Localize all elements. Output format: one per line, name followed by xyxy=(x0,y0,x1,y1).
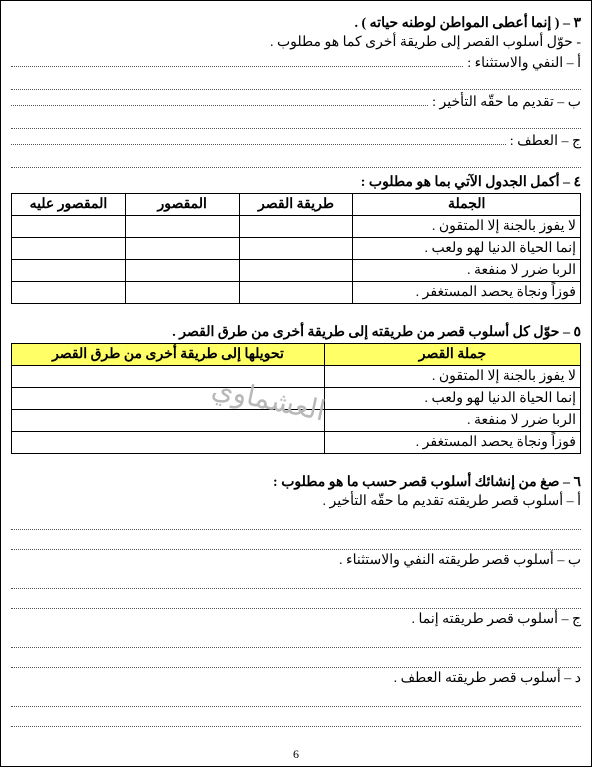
table-row: فوزاً ونجاة يحصد المستغفر . xyxy=(12,282,581,304)
cell-sentence: لا يفوز بالجنة إلا المتقون . xyxy=(353,216,581,238)
q4-col-maqsur: المقصور xyxy=(125,194,239,216)
page-number: 6 xyxy=(293,747,299,762)
q3-b-label: ب – تقديم ما حقّه التأخير : xyxy=(432,94,581,111)
q3-a-label: أ – النفي والاستثناء : xyxy=(467,55,581,72)
q3-b-row: ب – تقديم ما حقّه التأخير : xyxy=(11,92,581,111)
answer-blank[interactable] xyxy=(11,53,463,67)
answer-blank[interactable] xyxy=(11,591,581,609)
table-row: لا يفوز بالجنة إلا المتقون . xyxy=(12,216,581,238)
answer-blank[interactable] xyxy=(11,709,581,727)
cell-sentence: فوزاً ونجاة يحصد المستغفر . xyxy=(353,282,581,304)
q4-table: الجملة طريقة القصر المقصور المقصور عليه … xyxy=(11,193,581,304)
table-row: الربا ضرر لا منفعة . xyxy=(12,410,581,432)
q5-title: ٥ – حوّل كل أسلوب قصر من طريقته إلى طريق… xyxy=(11,324,581,341)
q3-instruction: - حوّل أسلوب القصر إلى طريقة أخرى كما هو… xyxy=(11,34,581,51)
q5-col-sentence: جملة القصر xyxy=(324,344,580,366)
q6-d-label: د – أسلوب قصر طريقته العطف . xyxy=(11,670,581,687)
q6-a-label: أ – أسلوب قصر طريقته تقديم ما حقّه التأخ… xyxy=(11,493,581,510)
cell-blank[interactable] xyxy=(12,432,325,454)
q5-header-row: جملة القصر تحويلها إلى طريقة أخرى من طرق… xyxy=(12,344,581,366)
q4-col-sentence: الجملة xyxy=(353,194,581,216)
table-row: فوزاً ونجاة يحصد المستغفر . xyxy=(12,432,581,454)
cell-blank[interactable] xyxy=(239,260,353,282)
q3-title: ٣ – ( إنما أعطى المواطن لوطنه حياته ) . xyxy=(11,15,581,32)
answer-blank[interactable] xyxy=(11,111,581,129)
q4-col-method: طريقة القصر xyxy=(239,194,353,216)
cell-blank[interactable] xyxy=(239,216,353,238)
answer-blank[interactable] xyxy=(11,689,581,707)
cell-blank[interactable] xyxy=(239,282,353,304)
worksheet-page: ٣ – ( إنما أعطى المواطن لوطنه حياته ) . … xyxy=(0,0,592,767)
cell-blank[interactable] xyxy=(125,282,239,304)
answer-blank[interactable] xyxy=(11,630,581,648)
q6-b-label: ب – أسلوب قصر طريقته النفي والاستثناء . xyxy=(11,552,581,569)
cell-sentence: لا يفوز بالجنة إلا المتقون . xyxy=(324,366,580,388)
q3-c-row: ج – العطف : xyxy=(11,131,581,150)
answer-blank[interactable] xyxy=(11,512,581,530)
cell-blank[interactable] xyxy=(125,260,239,282)
q4-header-row: الجملة طريقة القصر المقصور المقصور عليه xyxy=(12,194,581,216)
q6-title: ٦ – صغ من إنشائك أسلوب قصر حسب ما هو مطل… xyxy=(11,474,581,491)
cell-blank[interactable] xyxy=(12,260,126,282)
q5-table: جملة القصر تحويلها إلى طريقة أخرى من طرق… xyxy=(11,343,581,454)
table-row: إنما الحياة الدنيا لهو ولعب . xyxy=(12,388,581,410)
q5-col-transform: تحويلها إلى طريقة أخرى من طرق القصر xyxy=(12,344,325,366)
answer-blank[interactable] xyxy=(11,650,581,668)
answer-blank[interactable] xyxy=(11,571,581,589)
cell-sentence: فوزاً ونجاة يحصد المستغفر . xyxy=(324,432,580,454)
q4-col-maqsur-alayh: المقصور عليه xyxy=(12,194,126,216)
cell-blank[interactable] xyxy=(12,410,325,432)
cell-blank[interactable] xyxy=(125,238,239,260)
cell-sentence: الربا ضرر لا منفعة . xyxy=(324,410,580,432)
cell-blank[interactable] xyxy=(239,238,353,260)
cell-blank[interactable] xyxy=(12,366,325,388)
cell-sentence: الربا ضرر لا منفعة . xyxy=(353,260,581,282)
cell-blank[interactable] xyxy=(12,388,325,410)
cell-blank[interactable] xyxy=(12,238,126,260)
q3-a-row: أ – النفي والاستثناء : xyxy=(11,53,581,72)
q4-title: ٤ – أكمل الجدول الآتي بما هو مطلوب : xyxy=(11,174,581,191)
answer-blank[interactable] xyxy=(11,532,581,550)
table-row: إنما الحياة الدنيا لهو ولعب . xyxy=(12,238,581,260)
answer-blank[interactable] xyxy=(11,72,581,90)
cell-blank[interactable] xyxy=(125,216,239,238)
cell-blank[interactable] xyxy=(12,216,126,238)
cell-sentence: إنما الحياة الدنيا لهو ولعب . xyxy=(324,388,580,410)
table-row: لا يفوز بالجنة إلا المتقون . xyxy=(12,366,581,388)
answer-blank[interactable] xyxy=(11,150,581,168)
q6-c-label: ج – أسلوب قصر طريقته إنما . xyxy=(11,611,581,628)
table-row: الربا ضرر لا منفعة . xyxy=(12,260,581,282)
answer-blank[interactable] xyxy=(11,131,506,145)
answer-blank[interactable] xyxy=(11,92,428,106)
cell-blank[interactable] xyxy=(12,282,126,304)
q3-c-label: ج – العطف : xyxy=(510,133,581,150)
cell-sentence: إنما الحياة الدنيا لهو ولعب . xyxy=(353,238,581,260)
